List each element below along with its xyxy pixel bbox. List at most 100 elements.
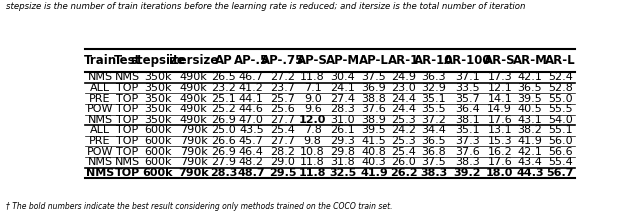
Text: 600k: 600k [144, 147, 172, 157]
Text: 55.1: 55.1 [548, 125, 573, 135]
Text: 27.7: 27.7 [270, 115, 295, 125]
Text: PRE: PRE [90, 94, 111, 104]
Text: TOP: TOP [116, 83, 139, 93]
Text: 10.8: 10.8 [300, 147, 325, 157]
Text: 37.5: 37.5 [421, 157, 446, 167]
Text: 38.9: 38.9 [362, 115, 387, 125]
Text: 12.1: 12.1 [487, 83, 512, 93]
Text: 790k: 790k [180, 157, 207, 167]
Text: 23.0: 23.0 [391, 83, 416, 93]
Text: TOP: TOP [116, 147, 139, 157]
Text: 600k: 600k [143, 168, 173, 178]
Text: 48.2: 48.2 [239, 157, 264, 167]
Text: 52.4: 52.4 [548, 72, 573, 82]
Text: 11.8: 11.8 [300, 72, 325, 82]
Text: 36.5: 36.5 [421, 136, 446, 146]
Text: 56.7: 56.7 [547, 168, 574, 178]
Text: 41.9: 41.9 [360, 168, 388, 178]
Text: 27.9: 27.9 [211, 157, 236, 167]
Text: TOP: TOP [116, 136, 139, 146]
Text: 9.0: 9.0 [304, 94, 321, 104]
Text: 54.0: 54.0 [548, 115, 573, 125]
Text: AR-100: AR-100 [444, 54, 492, 67]
Text: NMS: NMS [88, 157, 113, 167]
Text: 490k: 490k [180, 83, 207, 93]
Text: 34.4: 34.4 [421, 125, 446, 135]
Text: 33.5: 33.5 [455, 83, 480, 93]
Text: 39.5: 39.5 [362, 125, 387, 135]
Text: 17.6: 17.6 [487, 157, 512, 167]
Text: itersize: itersize [169, 54, 218, 67]
Text: 42.1: 42.1 [518, 72, 542, 82]
Text: 44.3: 44.3 [516, 168, 544, 178]
Text: 350k: 350k [144, 94, 172, 104]
Text: 39.5: 39.5 [518, 94, 542, 104]
Text: 490k: 490k [180, 72, 207, 82]
Text: AP-M: AP-M [326, 54, 360, 67]
Text: AR-M: AR-M [513, 54, 547, 67]
Text: 48.7: 48.7 [237, 168, 265, 178]
Text: 17.6: 17.6 [487, 115, 512, 125]
Text: NMS: NMS [88, 72, 113, 82]
Text: AP: AP [215, 54, 233, 67]
Text: 35.5: 35.5 [421, 104, 446, 114]
Text: 26.9: 26.9 [211, 147, 236, 157]
Text: 25.3: 25.3 [391, 115, 416, 125]
Text: 46.7: 46.7 [239, 72, 264, 82]
Text: AR-1: AR-1 [388, 54, 419, 67]
Text: 29.8: 29.8 [330, 147, 355, 157]
Text: AP-S: AP-S [297, 54, 328, 67]
Text: 29.0: 29.0 [270, 157, 295, 167]
Text: ALL: ALL [90, 83, 110, 93]
Text: 38.3: 38.3 [420, 168, 447, 178]
Text: 23.2: 23.2 [211, 83, 236, 93]
Text: 23.7: 23.7 [270, 83, 295, 93]
Text: TOP: TOP [115, 168, 140, 178]
Text: 29.3: 29.3 [330, 136, 355, 146]
Text: 790k: 790k [180, 147, 207, 157]
Text: 37.5: 37.5 [362, 72, 387, 82]
Text: 12.0: 12.0 [299, 115, 326, 125]
Text: ALL: ALL [90, 125, 110, 135]
Text: 26.1: 26.1 [331, 125, 355, 135]
Text: 25.1: 25.1 [211, 94, 236, 104]
Text: 28.2: 28.2 [270, 147, 295, 157]
Text: 43.4: 43.4 [518, 157, 542, 167]
Text: 9.8: 9.8 [304, 136, 322, 146]
Text: 37.3: 37.3 [455, 136, 480, 146]
Text: 600k: 600k [144, 157, 172, 167]
Text: 56.0: 56.0 [548, 136, 573, 146]
Text: 38.2: 38.2 [518, 125, 542, 135]
Text: 37.6: 37.6 [455, 147, 480, 157]
Text: 39.2: 39.2 [454, 168, 481, 178]
Text: 30.4: 30.4 [331, 72, 355, 82]
Text: AR-10: AR-10 [414, 54, 453, 67]
Text: 36.5: 36.5 [518, 83, 542, 93]
Text: 43.5: 43.5 [239, 125, 264, 135]
Text: PRE: PRE [90, 136, 111, 146]
Text: 40.3: 40.3 [362, 157, 387, 167]
Text: 13.1: 13.1 [488, 125, 512, 135]
Text: 38.8: 38.8 [362, 94, 387, 104]
Text: 28.3: 28.3 [210, 168, 237, 178]
Text: 17.3: 17.3 [487, 72, 512, 82]
Text: NMS: NMS [115, 157, 140, 167]
Text: 41.5: 41.5 [362, 136, 387, 146]
Text: TOP: TOP [116, 115, 139, 125]
Text: 600k: 600k [144, 125, 172, 135]
Text: 24.2: 24.2 [391, 125, 416, 135]
Text: 32.9: 32.9 [421, 83, 446, 93]
Text: POW: POW [87, 104, 113, 114]
Text: 38.3: 38.3 [455, 157, 480, 167]
Text: 25.3: 25.3 [391, 136, 416, 146]
Text: 27.7: 27.7 [270, 136, 295, 146]
Text: 55.0: 55.0 [548, 94, 573, 104]
Text: 26.6: 26.6 [211, 136, 236, 146]
Text: 37.2: 37.2 [421, 115, 446, 125]
Text: 25.0: 25.0 [211, 125, 236, 135]
Text: 25.4: 25.4 [391, 147, 416, 157]
Text: 27.2: 27.2 [270, 72, 295, 82]
Text: 350k: 350k [144, 83, 172, 93]
Text: 37.1: 37.1 [455, 72, 480, 82]
Text: 790k: 790k [179, 168, 209, 178]
